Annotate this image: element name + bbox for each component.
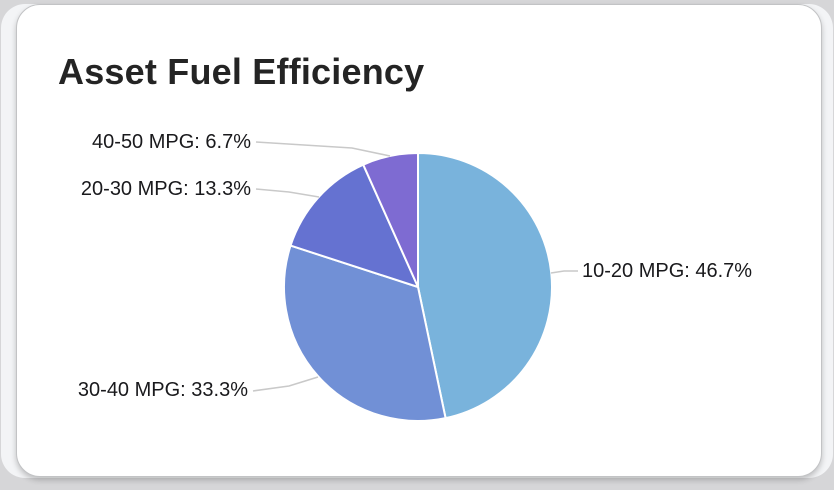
slice-label-20-30-mpg: 20-30 MPG: 13.3% [80, 178, 251, 200]
pie-slice-30-40-mpg[interactable] [283, 244, 447, 423]
pie-chart[interactable] [17, 5, 823, 478]
leader-line-20-30-mpg [255, 188, 320, 198]
slice-label-30-40-mpg: 30-40 MPG: 33.3% [77, 379, 248, 401]
slice-label-10-20-mpg: 10-20 MPG: 46.7% [582, 260, 753, 282]
leader-line-30-40-mpg [252, 376, 319, 392]
chart-title: Asset Fuel Efficiency [58, 51, 425, 92]
chart-area: 40-50 MPG: 6.7% 20-30 MPG: 13.3% 10-20 M… [17, 5, 821, 476]
leader-line-10-20-mpg [550, 270, 578, 274]
leader-line-40-50-mpg [255, 141, 391, 157]
slice-label-40-50-mpg: 40-50 MPG: 6.7% [92, 131, 251, 153]
chart-card: Asset Fuel Efficiency 40-50 MPG: 6.7% 20… [16, 4, 822, 477]
pie-slices [283, 152, 554, 423]
